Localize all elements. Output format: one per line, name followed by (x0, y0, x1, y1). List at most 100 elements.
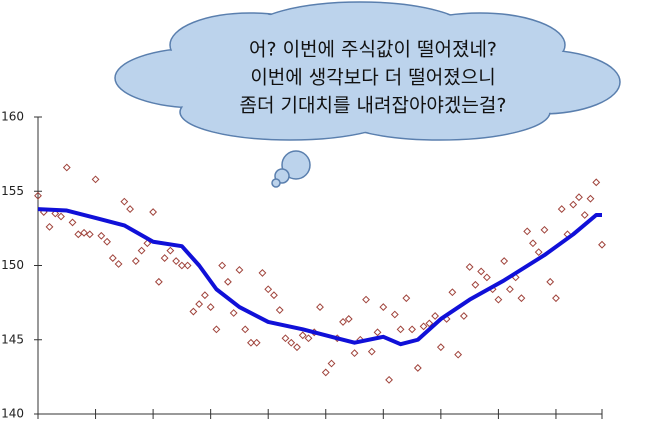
scatter-point (592, 178, 601, 187)
scatter-point (212, 325, 221, 334)
scatter-point (183, 261, 192, 270)
scatter-point (177, 261, 186, 270)
scatter-point (189, 307, 198, 316)
scatter-point (137, 246, 146, 255)
scatter-point (143, 239, 152, 248)
scatter-point (396, 325, 405, 334)
scatter-point (477, 267, 486, 276)
scatter-point (114, 260, 123, 268)
scatter-point (471, 280, 480, 289)
scatter-point (321, 368, 330, 377)
scatter-point (172, 257, 181, 265)
scatter-point (241, 325, 250, 334)
scatter-point (97, 231, 106, 240)
scatter-point (390, 310, 399, 319)
scatter-point (85, 230, 94, 239)
scatter-point (80, 228, 88, 237)
scatter-point (344, 315, 353, 323)
scatter-point (62, 163, 71, 172)
scatter-point (367, 347, 376, 356)
cloud-fill (116, 3, 619, 139)
scatter-point (529, 239, 537, 248)
scatter-point (218, 261, 227, 270)
scatter-point (385, 375, 393, 384)
scatter-point (575, 193, 583, 202)
scatter-point (408, 325, 416, 334)
scatter-point (534, 248, 543, 257)
scatter-point (126, 205, 134, 213)
scatter-point (258, 269, 267, 277)
scatter-point (166, 246, 175, 255)
scatter-point (74, 230, 83, 239)
bubble-line: 어? 이번에 주식값이 떨어졌네? (249, 39, 497, 61)
scatter-point (103, 237, 111, 246)
scatter-point (419, 322, 428, 331)
scatter-point (598, 240, 606, 249)
scatter-point (379, 303, 388, 311)
scatter-point (45, 222, 54, 231)
scatter-point (206, 303, 215, 311)
scatter-point (149, 208, 158, 216)
scatter-point (298, 331, 307, 340)
scatter-point (34, 191, 42, 200)
scatter-point (57, 212, 65, 221)
scatter-point (454, 350, 463, 359)
scatter-point (160, 254, 169, 262)
scatter-point (51, 209, 60, 218)
scatter-point (586, 194, 595, 203)
scatter-point (235, 266, 244, 274)
scatter-point (304, 334, 313, 343)
scatter-point (275, 306, 284, 314)
scatter-point (546, 277, 555, 286)
bubble-line: 이번에 생각보다 더 떨어졌으니 (250, 67, 495, 89)
thought-bubble: 어? 이번에 주식값이 떨어졌네? 이번에 생각보다 더 떨어졌으니 좀더 기대… (114, 1, 621, 188)
scatter-point (200, 291, 209, 300)
scatter-point (316, 303, 324, 311)
scatter-point (552, 294, 560, 303)
scatter-point (436, 343, 445, 352)
scatter-point (252, 338, 261, 347)
scatter-point (108, 254, 117, 262)
scatter-point (494, 295, 503, 304)
y-tick-label: 140 (1, 407, 24, 421)
y-tick-label: 160 (1, 110, 24, 124)
scatter-point (281, 334, 290, 343)
scatter-point (500, 257, 509, 265)
scatter-point (448, 288, 457, 297)
scatter-point (362, 295, 370, 304)
scatter-point (569, 200, 578, 209)
scatter-point (517, 294, 526, 303)
scatter-point (431, 312, 440, 320)
scatter-point (229, 309, 238, 317)
scatter-point (131, 257, 140, 265)
scatter-point (120, 197, 129, 206)
scatter-point (339, 318, 347, 326)
scatter-point (247, 338, 255, 347)
scatter-series (34, 163, 606, 384)
y-tick-label: 145 (1, 332, 24, 346)
scatter-point (459, 312, 468, 320)
scatter-point (482, 273, 491, 282)
plot-area: 140 145 150 155 160 (1, 110, 606, 421)
scatter-point (523, 227, 532, 236)
scatter-point (413, 364, 422, 372)
scatter-point (91, 175, 100, 184)
scatter-point (506, 285, 514, 294)
y-tick-label: 150 (1, 258, 24, 272)
moving-average-line (37, 207, 602, 347)
scatter-point (264, 285, 273, 294)
y-tick-label: 155 (1, 184, 24, 198)
scatter-point (195, 300, 204, 309)
scatter-point (154, 277, 163, 286)
scatter-point (580, 211, 589, 219)
scatter-point (425, 319, 434, 328)
bubble-line: 좀더 기대치를 내려잡아야겠는걸? (240, 95, 507, 117)
scatter-point (293, 343, 301, 352)
scatter-point (557, 205, 566, 213)
scatter-point (327, 359, 336, 368)
scatter-point (270, 291, 278, 300)
scatter-point (224, 277, 232, 286)
scatter-point (465, 263, 474, 271)
scatter-point (68, 218, 77, 227)
